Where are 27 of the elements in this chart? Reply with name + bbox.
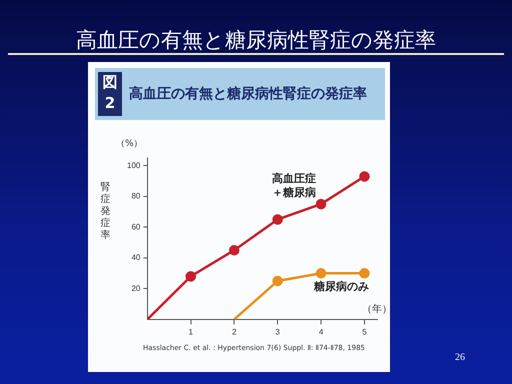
point (359, 268, 370, 279)
text: （%） (116, 138, 143, 150)
y-tick-label: 40 (131, 253, 141, 262)
series-label: 糖尿病のみ (314, 280, 369, 294)
point (272, 276, 283, 286)
caption: 図 2 (98, 72, 122, 116)
y-tick-label: 20 (131, 284, 141, 293)
y-tick-label: 100 (126, 160, 141, 170)
x-axis-title: （年） (362, 303, 392, 316)
y-tick-label: 60 (131, 222, 141, 232)
point (359, 171, 370, 182)
x-tick-label: 3 (275, 327, 280, 336)
x-tick-label: 4 (318, 327, 324, 336)
y-tick-label: 80 (131, 192, 141, 201)
point (272, 214, 283, 225)
text: 26 (455, 352, 465, 363)
point (316, 198, 326, 210)
x-tick-label: 5 (362, 327, 368, 336)
chart-title: 高血圧の有無と糖尿病性腎症の発症率 (75, 27, 437, 54)
x-tick-label: 1 (188, 327, 194, 336)
chart-subtitle: 高血圧の有無と糖尿病性腎症の発症率 (129, 84, 367, 104)
y-axis-title: 腎症発症率 (100, 182, 111, 242)
point (316, 268, 326, 279)
point (186, 271, 196, 282)
x-tick-label: 2 (232, 327, 237, 336)
point (228, 244, 240, 256)
series-label: 高血圧症＋糖尿病 (271, 172, 317, 200)
